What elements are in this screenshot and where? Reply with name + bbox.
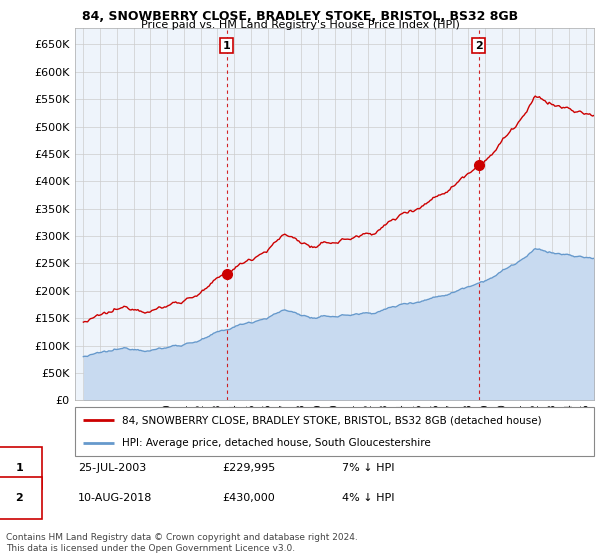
Text: 2: 2 [475, 40, 482, 50]
Text: £229,995: £229,995 [222, 463, 275, 473]
Text: 84, SNOWBERRY CLOSE, BRADLEY STOKE, BRISTOL, BS32 8GB (detached house): 84, SNOWBERRY CLOSE, BRADLEY STOKE, BRIS… [122, 416, 541, 426]
Text: 4% ↓ HPI: 4% ↓ HPI [342, 493, 395, 503]
Text: 2: 2 [16, 493, 23, 503]
Text: 10-AUG-2018: 10-AUG-2018 [78, 493, 152, 503]
Text: 25-JUL-2003: 25-JUL-2003 [78, 463, 146, 473]
Text: Price paid vs. HM Land Registry's House Price Index (HPI): Price paid vs. HM Land Registry's House … [140, 20, 460, 30]
Text: 1: 1 [16, 463, 23, 473]
FancyBboxPatch shape [75, 407, 594, 456]
Text: Contains HM Land Registry data © Crown copyright and database right 2024.
This d: Contains HM Land Registry data © Crown c… [6, 533, 358, 553]
Text: 1: 1 [223, 40, 230, 50]
Text: £430,000: £430,000 [222, 493, 275, 503]
Text: 7% ↓ HPI: 7% ↓ HPI [342, 463, 395, 473]
Text: HPI: Average price, detached house, South Gloucestershire: HPI: Average price, detached house, Sout… [122, 438, 430, 448]
Text: 84, SNOWBERRY CLOSE, BRADLEY STOKE, BRISTOL, BS32 8GB: 84, SNOWBERRY CLOSE, BRADLEY STOKE, BRIS… [82, 10, 518, 23]
